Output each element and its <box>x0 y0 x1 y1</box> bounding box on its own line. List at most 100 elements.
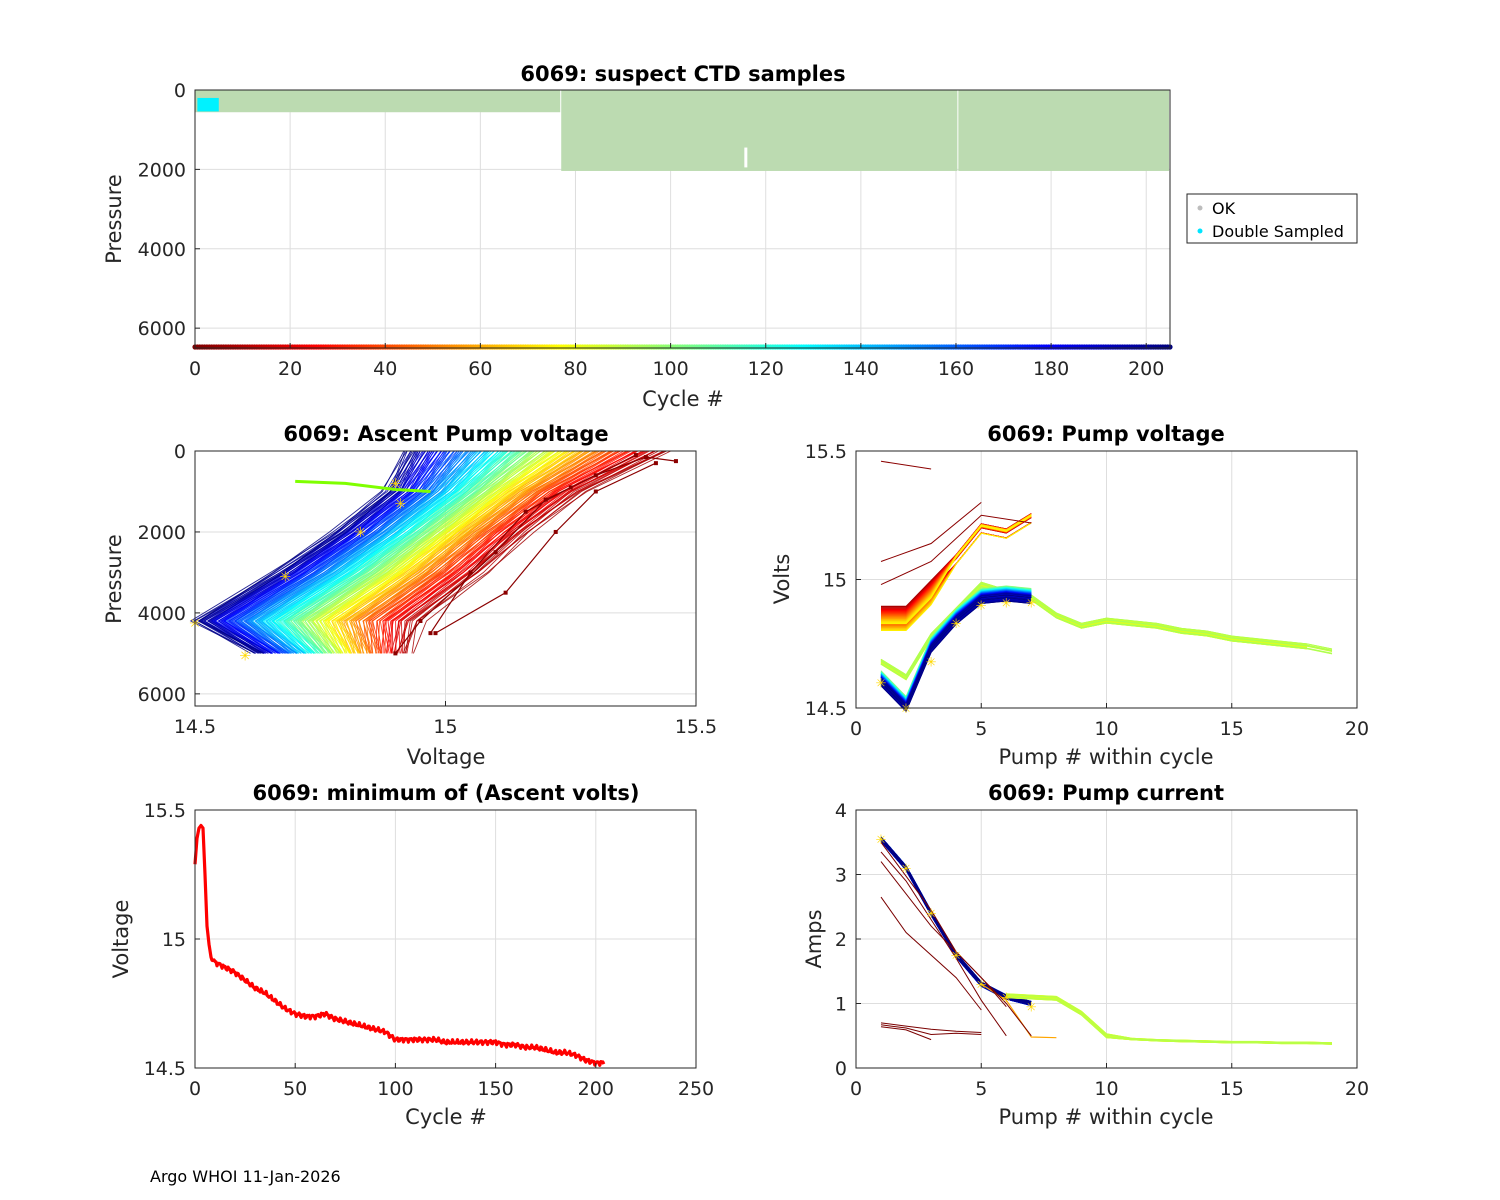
pumpc-star-marker: ✳ <box>976 978 987 993</box>
ascent-cycle-line <box>218 450 445 654</box>
pumpc-xtick-label: 5 <box>975 1078 987 1100</box>
ctd-xtick-label: 80 <box>563 358 587 380</box>
ascent-cycle-line <box>220 450 435 654</box>
pumpv-star-marker: ✳ <box>901 702 912 717</box>
ascent-cycle-line <box>210 450 427 654</box>
ascent-star-marker: ✳ <box>395 497 407 513</box>
ctd-xtick-label: 140 <box>843 358 879 380</box>
ascent-cycle-line <box>402 450 665 654</box>
ascent-cycle-line <box>279 450 506 654</box>
pumpc-early-line <box>880 842 1032 1037</box>
ascent-cycle-line <box>268 450 492 654</box>
ctd-xtick-label: 40 <box>373 358 397 380</box>
pumpv-star-marker: ✳ <box>926 656 937 671</box>
ascent-early-marker <box>673 459 678 464</box>
ascent-cycle-line <box>197 450 408 654</box>
pumpv-star-marker: ✳ <box>1001 597 1012 612</box>
ascent-title: 6069: Ascent Pump voltage <box>283 422 608 446</box>
ascent-ytick-label: 0 <box>174 441 186 463</box>
ascent-cycle-line <box>299 450 518 654</box>
ascent-early-marker <box>493 550 498 555</box>
legend-double-sampled-marker <box>1197 228 1203 234</box>
ctd-legend: OK Double Sampled <box>1186 193 1358 244</box>
ascent-cycle-line <box>387 450 645 654</box>
ctd-title: 6069: suspect CTD samples <box>520 62 845 86</box>
pumpc-xtick-label: 0 <box>850 1078 862 1100</box>
minv-xtick-label: 100 <box>377 1078 413 1100</box>
ctd-xtick-label: 180 <box>1033 358 1069 380</box>
minv-xtick-label: 200 <box>578 1078 614 1100</box>
ascent-cycle-line <box>405 450 671 654</box>
pumpc-star-marker: ✳ <box>876 833 887 848</box>
ok-samples-block-2 <box>958 90 1169 171</box>
pumpv-scatter-line <box>880 502 982 562</box>
minv-xtick-label: 0 <box>189 1078 201 1100</box>
ctd-axes-frame <box>194 89 1171 349</box>
ascent-early-marker <box>593 489 598 494</box>
ascent-cycle-line <box>340 450 567 654</box>
ascent-xlabel: Voltage <box>407 745 486 769</box>
minv-xtick-label: 50 <box>283 1078 307 1100</box>
ascent-cycle-line <box>292 450 512 654</box>
ascent-cycle-line <box>372 450 627 654</box>
pumpv-scatter-line <box>880 460 932 470</box>
minv-ytick-label: 15 <box>162 929 186 951</box>
pumpv-ytick-label: 15.5 <box>805 441 847 463</box>
ascent-cycle-line <box>355 450 600 654</box>
min-voltage-line <box>193 823 606 1067</box>
pump-current-panel: ✳ ✳ ✳ ✳ ✳ ✳ ✳ 0 5 10 15 20 0 1 2 3 4 6069: Pump current… <box>802 781 1369 1129</box>
pumpv-late-line <box>880 593 1032 705</box>
pumpc-title: 6069: Pump current <box>988 781 1224 805</box>
ctd-ylabel: Pressure <box>102 174 126 264</box>
ascent-cycle-line <box>240 450 462 654</box>
ctd-ytick-label: 6000 <box>138 318 186 340</box>
ok-samples-block-1 <box>561 90 958 171</box>
ok-samples-gap <box>744 147 748 168</box>
ascent-cycle-line <box>202 450 405 654</box>
pumpc-xtick-label: 10 <box>1094 1078 1118 1100</box>
pumpv-xtick-label: 0 <box>850 718 862 740</box>
ascent-cycle-line <box>206 450 412 654</box>
ascent-star-marker: ✳ <box>390 476 402 492</box>
pumpc-star-marker: ✳ <box>1026 1001 1037 1016</box>
ascent-early-marker <box>523 509 528 514</box>
pumpv-early-line <box>881 515 1032 625</box>
ascent-cycle-line <box>230 450 448 654</box>
pumpv-xtick-label: 15 <box>1220 718 1244 740</box>
ascent-cycle-line <box>193 450 406 654</box>
ctd-xtick-label: 0 <box>189 358 201 380</box>
ok-samples-block-0 <box>195 90 561 113</box>
ascent-xtick-label: 15 <box>433 716 457 738</box>
pumpc-star-marker: ✳ <box>926 907 937 922</box>
ascent-cycle-line <box>214 450 442 654</box>
pumpc-xtick-label: 20 <box>1345 1078 1369 1100</box>
pumpv-star-marker: ✳ <box>951 617 962 632</box>
ascent-cycle-line <box>294 450 533 654</box>
pumpv-ylabel: Volts <box>770 554 794 605</box>
ascent-cycle-line <box>375 450 620 654</box>
ascent-ytick-label: 2000 <box>138 522 186 544</box>
ctd-ytick-label: 4000 <box>138 239 186 261</box>
ascent-star-marker: ✳ <box>354 525 366 541</box>
ascent-cycle-line <box>304 450 527 654</box>
pump-voltage-panel: ✳ ✳ ✳ ✳ ✳ ✳ ✳ 0 5 10 15 20 14.5 15 15.5 6069: Pump vo… <box>770 422 1369 769</box>
ascent-cycle-line <box>213 450 417 654</box>
legend-double-sampled-label: Double Sampled <box>1212 222 1344 241</box>
pumpv-xtick-label: 10 <box>1094 718 1118 740</box>
minimum-voltage-panel: 0 50 100 150 200 250 14.5 15 15.5 6069: minimum … <box>109 781 714 1129</box>
ctd-xlabel: Cycle # <box>642 387 724 411</box>
pumpv-late-line <box>880 600 1032 713</box>
ascent-star-marker: ✳ <box>279 569 291 585</box>
pumpc-ytick-label: 3 <box>835 865 847 887</box>
ascent-cycle-line <box>404 450 656 654</box>
pumpv-early-line <box>881 514 1032 623</box>
minv-xlabel: Cycle # <box>405 1105 487 1129</box>
ascent-early-marker <box>653 461 658 466</box>
ascent-ylabel: Pressure <box>102 534 126 624</box>
ascent-early-marker <box>428 631 433 636</box>
pumpv-long-line <box>880 581 1333 676</box>
pumpc-ytick-label: 4 <box>835 800 847 822</box>
ascent-early-marker <box>553 529 558 534</box>
pumpc-xtick-label: 15 <box>1220 1078 1244 1100</box>
ascent-early-marker <box>503 590 508 595</box>
